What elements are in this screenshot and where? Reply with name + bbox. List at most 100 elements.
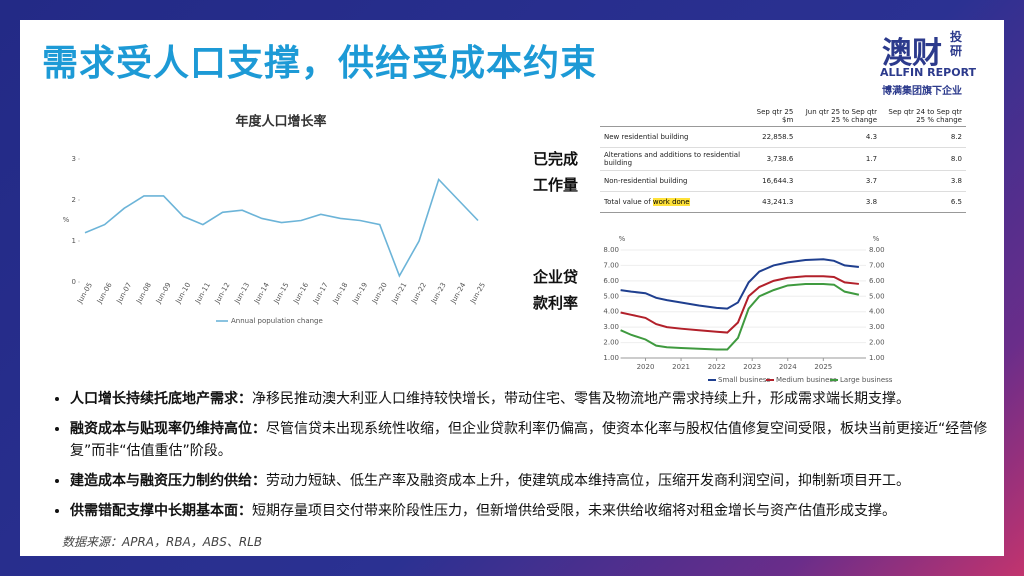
cell: 22,858.5	[748, 126, 798, 148]
bullet-lead: 融资成本与贴现率仍维持高位：	[70, 421, 266, 437]
y2-tick-label: 6.00	[869, 277, 885, 285]
side-label: 已完成 工作量	[533, 146, 578, 198]
y-tick-label: 0	[72, 278, 76, 286]
logo-side: 投研	[950, 30, 962, 58]
y-tick-label: 8.00	[603, 246, 619, 254]
x-tick-label: Jun-25	[468, 281, 487, 305]
cell: Alterations and additions to residential…	[600, 147, 748, 171]
y-tick-label: 6.00	[603, 277, 619, 285]
x-tick-label: Jun-20	[370, 281, 389, 305]
header-cell: Sep qtr 25 $m	[748, 106, 798, 127]
cell-text: Total value of	[604, 198, 651, 206]
y2-tick-label: 2.00	[869, 339, 885, 347]
cell: 8.2	[881, 126, 966, 148]
cell: New residential building	[600, 126, 748, 148]
x-tick-label: Jun-14	[252, 281, 271, 306]
x-tick-label: Jun-11	[193, 281, 212, 305]
x-tick-label: Jun-15	[272, 281, 291, 305]
cell: 8.0	[881, 147, 966, 171]
label-line: 工作量	[533, 176, 579, 194]
y-tick-label: 2.00	[603, 339, 619, 347]
legend-label: Small business	[718, 376, 771, 384]
cell: 16,644.3	[748, 170, 798, 192]
data-line	[620, 282, 860, 351]
bullet: 供需错配支撑中长期基本面：短期存量项目交付带来阶段性压力，但新增供给受限，未来供…	[70, 500, 1010, 522]
bullet-text: 劳动力短缺、低生产率及融资成本上升，使建筑成本维持高位，压缩开发商利润空间，抑制…	[266, 473, 910, 489]
y-tick-label: 4.00	[603, 308, 619, 316]
y-tick-label: 1.00	[603, 354, 619, 362]
y-axis-label: %	[63, 216, 70, 224]
label-line: 已完成	[533, 150, 579, 168]
header-cell: Jun qtr 25 to Sep qtr 25 % change	[797, 106, 882, 127]
y-axis-label: %	[619, 235, 626, 243]
cell: 3.8	[797, 191, 882, 213]
x-tick-label: Jun-13	[233, 281, 252, 305]
y2-tick-label: 3.00	[869, 323, 885, 331]
x-tick-label: Jun-06	[95, 281, 114, 306]
source: 数据来源：APRA，RBA，ABS、RLB	[62, 535, 263, 549]
legend-label: Large business	[840, 376, 893, 384]
legend-label: Medium business	[776, 376, 837, 384]
bullet: 建造成本与融资压力制约供给：劳动力短缺、低生产率及融资成本上升，使建筑成本维持高…	[70, 470, 1010, 492]
x-tick-label: 2023	[743, 363, 761, 371]
logo-tagline: 博满集团旗下企业	[882, 86, 962, 97]
x-tick-label: Jun-21	[390, 281, 409, 305]
cell: Non-residential building	[600, 170, 748, 192]
bullet-text: 短期存量项目交付带来阶段性压力，但新增供给受限，未来供给收缩将对租金增长与资产估…	[252, 503, 896, 519]
x-tick-label: Jun-07	[115, 281, 134, 305]
label-line: 款利率	[533, 294, 579, 312]
side-label: 企业贷 款利率	[533, 264, 578, 316]
x-tick-label: Jun-22	[409, 281, 428, 305]
x-tick-label: Jun-10	[174, 281, 193, 305]
bullet-lead: 供需错配支撑中长期基本面：	[70, 503, 252, 519]
cell: 3.8	[881, 170, 966, 192]
x-tick-label: Jun-05	[75, 281, 94, 305]
x-tick-label: 2021	[672, 363, 690, 371]
y-tick-label: 3	[72, 155, 76, 163]
x-tick-label: 2024	[779, 363, 797, 371]
x-tick-label: Jun-08	[134, 281, 153, 305]
data-line	[620, 275, 859, 334]
bullet-list: 人口增长持续托底地产需求：净移民推动澳大利亚人口维持较快增长，带动住宅、零售及物…	[48, 388, 1010, 530]
cell: 3,738.6	[748, 147, 798, 171]
chart-title: 年度人口增长率	[235, 114, 326, 130]
y-tick-label: 2	[72, 196, 76, 204]
bullet-lead: 建造成本与融资压力制约供给：	[70, 473, 266, 489]
y-tick-label: 5.00	[603, 292, 619, 300]
header-cell: Sep qtr 24 to Sep qtr 25 % change	[881, 106, 966, 127]
bullet-text: 尽管信贷未出现系统性收缩，但企业贷款利率仍偏高，使资本化率与股权估值修复空间受限…	[70, 421, 988, 459]
x-tick-label: 2025	[814, 363, 832, 371]
work-done-table: Sep qtr 25 $m Jun qtr 25 to Sep qtr 25 %…	[600, 106, 966, 213]
y2-tick-label: 5.00	[869, 292, 885, 300]
y2-tick-label: 8.00	[869, 246, 885, 254]
cell: 6.5	[881, 191, 966, 213]
x-tick-label: 2022	[708, 363, 726, 371]
logo-char: 投	[950, 30, 963, 44]
bullet: 融资成本与贴现率仍维持高位：尽管信贷未出现系统性收缩，但企业贷款利率仍偏高，使资…	[70, 418, 1010, 462]
data-line	[620, 258, 859, 310]
cell: 1.7	[797, 147, 882, 171]
y2-tick-label: 1.00	[869, 354, 885, 362]
logo-char: 研	[950, 44, 963, 58]
bullet-text: 净移民推动澳大利亚人口维持较快增长，带动住宅、零售及物流地产需求持续上升，形成需…	[252, 391, 910, 407]
bullet: 人口增长持续托底地产需求：净移民推动澳大利亚人口维持较快增长，带动住宅、零售及物…	[70, 388, 1010, 410]
x-tick-label: Jun-18	[331, 281, 350, 305]
x-tick-label: Jun-09	[154, 281, 173, 305]
logo-brand: ALLFIN REPORT	[880, 66, 977, 79]
x-tick-label: Jun-16	[292, 281, 311, 306]
bullet-lead: 人口增长持续托底地产需求：	[70, 391, 252, 407]
x-tick-label: Jun-24	[449, 281, 468, 306]
slide-title: 需求受人口支撑，供给受成本约束	[42, 43, 598, 84]
logo: 澳财	[882, 36, 942, 71]
x-tick-label: Jun-23	[429, 281, 448, 305]
y2-tick-label: 7.00	[869, 261, 885, 269]
header-cell	[600, 106, 748, 127]
y-tick-label: 3.00	[603, 323, 619, 331]
y-tick-label: 1	[72, 237, 76, 245]
cell: 4.3	[797, 126, 882, 148]
label-line: 企业贷	[533, 268, 579, 286]
highlight: work done	[652, 198, 690, 206]
x-tick-label: Jun-12	[213, 281, 232, 305]
x-tick-label: Jun-19	[351, 281, 370, 305]
